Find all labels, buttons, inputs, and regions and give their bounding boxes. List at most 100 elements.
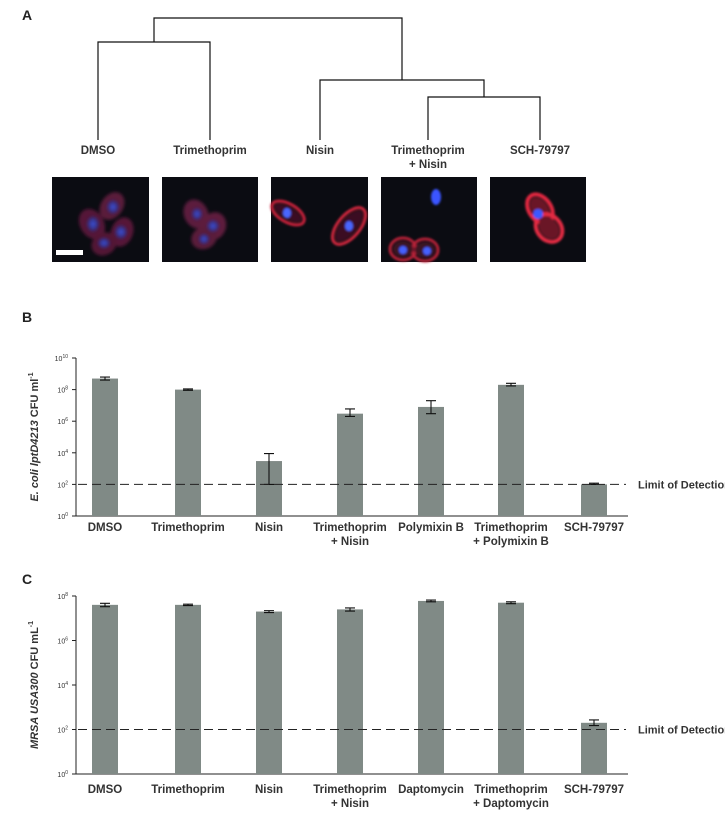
error-bar-1 (183, 388, 193, 391)
y-tick-exponent: 6 (65, 637, 68, 643)
category-label-1-line-0: Trimethoprim (151, 522, 224, 534)
y-tick-label-4: 108 (57, 592, 68, 601)
y-tick-label-3: 106 (57, 637, 68, 646)
error-bar-0 (100, 602, 110, 608)
bar-4 (418, 600, 444, 774)
bar-3 (337, 609, 363, 774)
bar-5 (498, 602, 524, 774)
panel-a-letter: A (22, 7, 32, 23)
y-tick-exponent: 6 (65, 417, 68, 423)
y-tick-exponent: 0 (65, 770, 68, 776)
y-tick-label-0: 100 (57, 770, 68, 779)
y-axis-label-unit: CFU mL (29, 627, 41, 673)
error-bar-3 (345, 607, 355, 612)
bar-1 (175, 604, 201, 774)
bar-0 (92, 604, 118, 774)
y-tick-base: 10 (57, 772, 65, 779)
leaf-label-0-line-0: DMSO (81, 145, 116, 157)
leaf-label-3-line-0: Trimethoprim (391, 145, 464, 157)
category-label-5-line-0: Trimethoprim (474, 784, 547, 796)
bar-3 (337, 413, 363, 516)
dendrogram (97, 17, 541, 140)
y-tick-exponent: 8 (65, 386, 68, 392)
y-axis-label-unit: CFU ml (29, 379, 41, 421)
dendrogram-nisin-cluster-branch (319, 79, 485, 140)
bar-2 (256, 611, 282, 774)
y-axis-label-organism: E. coli lptD4213 (29, 420, 41, 501)
scale-bar (56, 250, 83, 255)
y-tick-label-1: 102 (57, 726, 68, 735)
micrograph-trimethoprim-nisin (381, 177, 477, 263)
leaf-label-4-line-0: SCH-79797 (510, 145, 570, 157)
category-label-3-line-0: Trimethoprim (313, 522, 386, 534)
y-tick-exponent: 2 (65, 726, 68, 732)
error-bar-4 (426, 400, 436, 415)
y-tick-exponent: 0 (65, 512, 68, 518)
y-tick-base: 10 (57, 388, 65, 395)
category-label-5-line-1: + Daptomycin (473, 798, 549, 810)
error-bar-5 (506, 382, 516, 387)
leaf-label-3-line-1: + Nisin (409, 159, 447, 171)
category-label-3-line-1: + Nisin (331, 536, 369, 548)
micrograph-trimethoprim (162, 177, 258, 262)
error-bar-2 (264, 610, 274, 614)
bar-1 (175, 389, 201, 516)
y-tick-base: 10 (57, 514, 65, 521)
dendrogram-dmso-trimethoprim-branch (97, 41, 211, 140)
y-tick-base: 10 (57, 683, 65, 690)
error-bar-5 (506, 601, 516, 605)
y-tick-label-3: 106 (57, 417, 68, 426)
category-label-6-line-0: SCH-79797 (564, 784, 624, 796)
y-tick-label-2: 104 (57, 449, 68, 458)
y-tick-label-2: 104 (57, 681, 68, 690)
bar-5 (498, 384, 524, 516)
category-label-4-line-0: Polymixin B (398, 522, 464, 534)
bar-6 (581, 484, 607, 516)
y-tick-label-0: 100 (57, 512, 68, 521)
error-bar-3 (345, 408, 355, 417)
category-label-1-line-0: Trimethoprim (151, 784, 224, 796)
category-label-6-line-0: SCH-79797 (564, 522, 624, 534)
limit-of-detection-label: Limit of Detection (638, 479, 725, 491)
category-label-0-line-0: DMSO (88, 522, 123, 534)
error-bar-4 (426, 599, 436, 603)
error-bar-1 (183, 603, 193, 607)
y-tick-base: 10 (57, 594, 65, 601)
error-bar-6 (589, 719, 599, 727)
category-label-3-line-0: Trimethoprim (313, 784, 386, 796)
category-label-2-line-0: Nisin (255, 784, 283, 796)
leaf-label-1-line-0: Trimethoprim (173, 145, 246, 157)
y-tick-base: 10 (57, 419, 65, 426)
category-label-0-line-0: DMSO (88, 784, 123, 796)
micrograph-dmso (52, 177, 149, 262)
y-axis-label-exponent: -1 (28, 372, 35, 378)
bar-0 (92, 378, 118, 516)
y-tick-exponent: 8 (65, 592, 68, 598)
y-tick-exponent: 4 (65, 449, 68, 455)
category-label-3-line-1: + Nisin (331, 798, 369, 810)
y-axis-label-organism: MRSA USA300 (29, 672, 41, 749)
bar-6 (581, 722, 607, 774)
y-axis-label: E. coli lptD4213 CFU ml-1 (28, 372, 41, 501)
dendrogram-root-branch (153, 17, 403, 80)
y-tick-label-1: 102 (57, 480, 68, 489)
y-tick-base: 10 (57, 728, 65, 735)
category-label-4-line-0: Daptomycin (398, 784, 464, 796)
y-axis-label: MRSA USA300 CFU mL-1 (28, 621, 41, 749)
y-tick-label-5: 1010 (55, 354, 69, 363)
y-tick-exponent: 10 (62, 354, 68, 360)
category-label-5-line-0: Trimethoprim (474, 522, 547, 534)
bar-4 (418, 406, 444, 516)
y-tick-label-4: 108 (57, 386, 68, 395)
category-label-2-line-0: Nisin (255, 522, 283, 534)
category-label-5-line-1: + Polymixin B (473, 536, 549, 548)
y-tick-base: 10 (57, 482, 65, 489)
y-tick-base: 10 (55, 356, 63, 363)
chart-b: BE. coli lptD4213 CFU ml-110010210410610… (22, 309, 725, 548)
panel-c-letter: C (22, 571, 32, 587)
y-tick-base: 10 (57, 639, 65, 646)
y-tick-exponent: 4 (65, 681, 68, 687)
micrograph-nisin (270, 177, 368, 262)
dendrogram-leaf-labels: DMSO Trimethoprim Nisin Trimethoprim + Nisin… (81, 145, 570, 171)
